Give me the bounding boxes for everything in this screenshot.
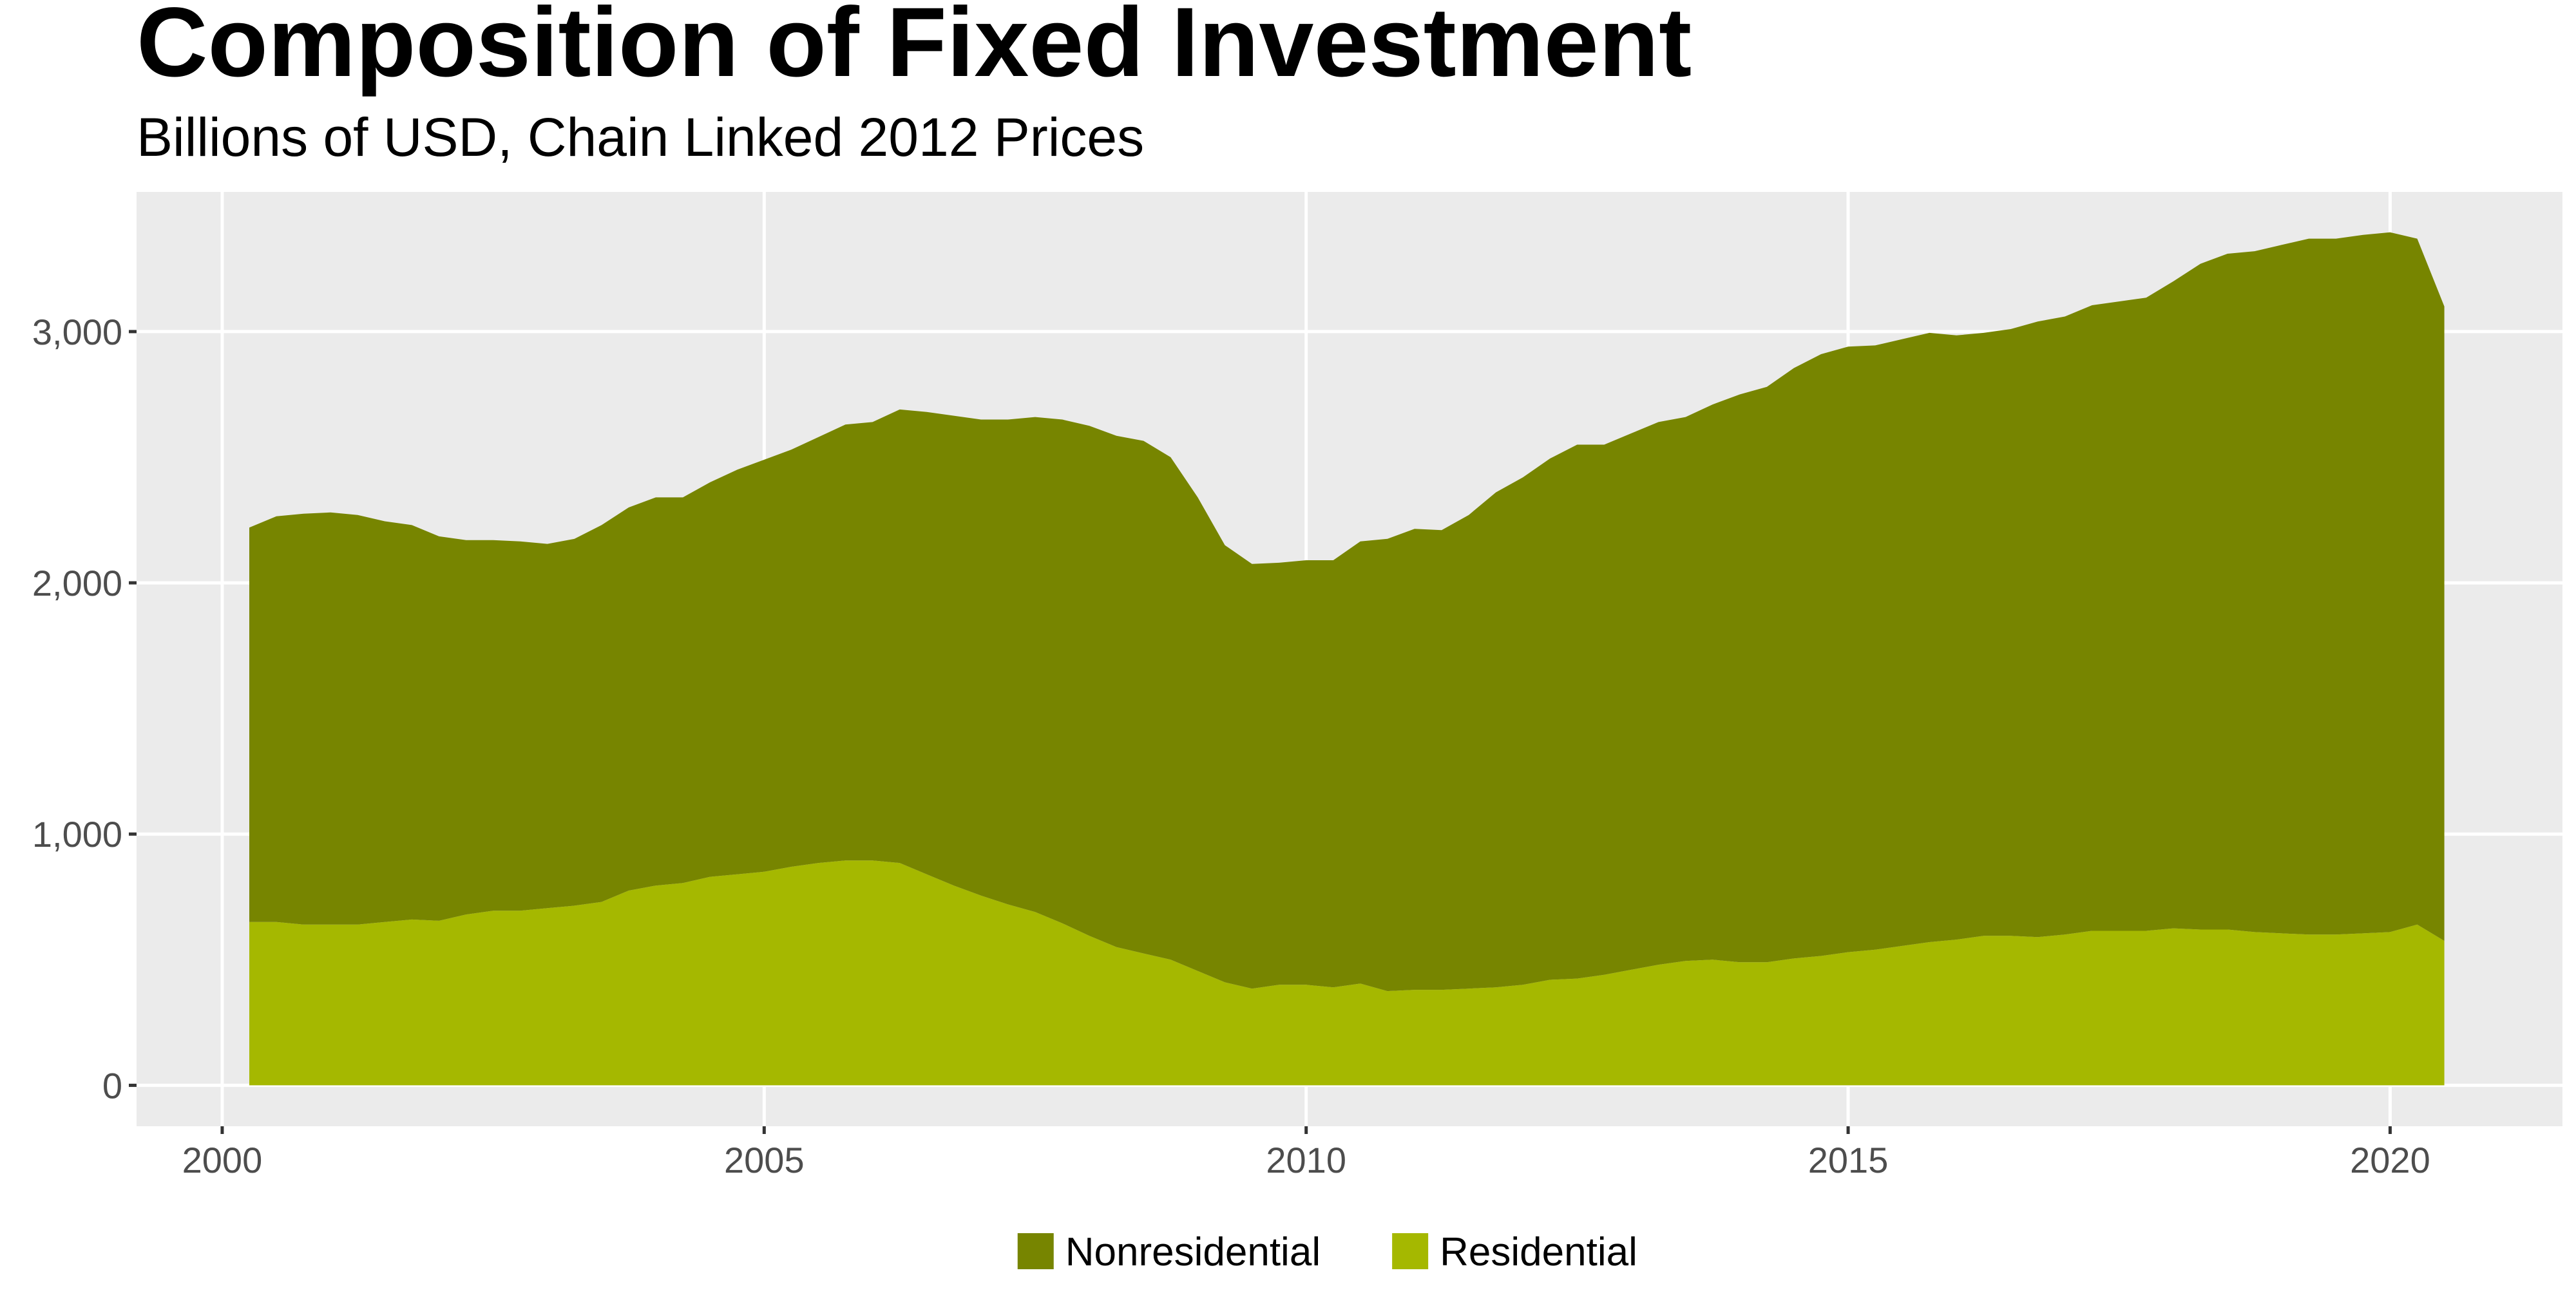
area <box>249 232 2445 992</box>
x-tick-label: 2000 <box>182 1140 263 1180</box>
legend: Nonresidential Residential <box>1017 1230 1637 1274</box>
x-tick-label: 2015 <box>1808 1140 1889 1180</box>
x-tick-label: 2020 <box>2350 1140 2430 1180</box>
legend-swatch <box>1392 1233 1429 1269</box>
x-tick-label: 2010 <box>1266 1140 1346 1180</box>
y-tick-label: 3,000 <box>32 312 122 352</box>
y-tick-label: 2,000 <box>32 563 122 603</box>
legend-label: Nonresidential <box>1065 1230 1321 1274</box>
chart-subtitle: Billions of USD, Chain Linked 2012 Price… <box>137 107 1144 167</box>
legend-label: Residential <box>1440 1230 1637 1274</box>
y-tick-label: 0 <box>102 1065 122 1106</box>
chart-title: Composition of Fixed Investment <box>137 0 1692 97</box>
x-tick-label: 2005 <box>724 1140 805 1180</box>
area <box>249 860 2445 1086</box>
y-tick-label: 1,000 <box>32 814 122 855</box>
plot-layer: 0 1,000 2,000 3,000 2000 2005 2010 2015 2020 <box>32 192 2562 1180</box>
legend-swatch <box>1017 1233 1054 1269</box>
